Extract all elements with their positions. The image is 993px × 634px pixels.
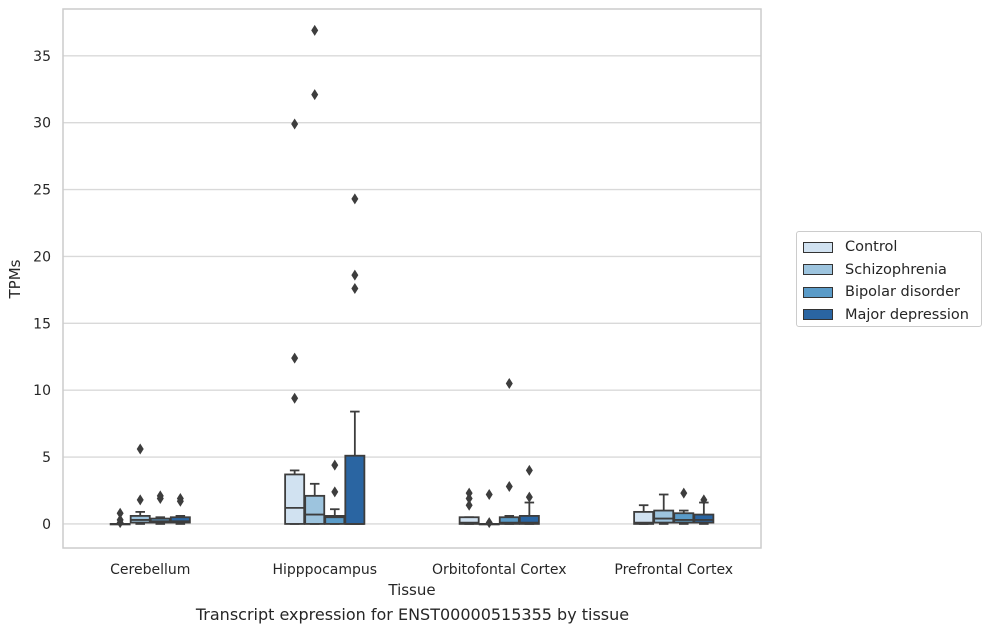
outlier-point (116, 517, 124, 529)
iqr-box (673, 512, 695, 524)
x-tick-label: Orbitofontal Cortex (432, 562, 567, 578)
iqr-box (633, 510, 655, 525)
legend-swatch (803, 241, 833, 253)
y-tick-label: 30 (33, 116, 51, 132)
outlier-point (311, 24, 319, 36)
iqr-box (498, 516, 520, 525)
x-axis-label: Tissue (387, 581, 435, 599)
box-bipolar-disorder (673, 487, 695, 525)
box-control (284, 118, 306, 525)
iqr-box (284, 473, 306, 525)
y-tick-label: 5 (42, 450, 51, 466)
outlier-point (176, 495, 184, 507)
outlier-point (311, 89, 319, 101)
x-tick-label: Prefrontal Cortex (614, 562, 733, 578)
legend-label: Major depression (845, 306, 969, 323)
outlier-point (351, 193, 359, 205)
box-major-depression (693, 494, 715, 525)
outlier-point (700, 494, 708, 506)
outlier-point (465, 499, 473, 511)
outlier-point (351, 269, 359, 281)
legend-swatch (803, 309, 833, 321)
outlier-point (291, 118, 299, 130)
legend-swatch (803, 286, 833, 298)
box-major-depression (518, 464, 540, 525)
box-control (458, 487, 480, 525)
chart-caption: Transcript expression for ENST0000051535… (195, 605, 630, 624)
legend-item: Schizophrenia (803, 259, 981, 282)
legend-label: Bipolar disorder (845, 284, 960, 301)
iqr-box (518, 515, 540, 525)
box-groups (109, 24, 715, 529)
x-tick-label: Cerebellum (110, 562, 190, 578)
box-major-depression (169, 493, 191, 525)
outlier-point (485, 489, 493, 501)
gridlines (63, 55, 761, 525)
y-tick-labels: 0 5 10 15 20 25 30 35 (33, 49, 51, 533)
box-control (109, 507, 131, 529)
box-bipolar-disorder (498, 377, 520, 525)
y-tick-label: 25 (33, 183, 51, 199)
outlier-point (331, 486, 339, 498)
y-tick-label: 20 (33, 249, 51, 265)
outlier-point (505, 480, 513, 492)
outlier-point (680, 487, 688, 499)
outlier-point (525, 491, 533, 503)
y-axis-label: TPMs (6, 259, 24, 299)
outlier-point (331, 459, 339, 471)
iqr-box (458, 516, 480, 525)
outlier-point (136, 494, 144, 506)
outlier-point (505, 377, 513, 389)
iqr-box (693, 513, 715, 524)
box-bipolar-disorder (324, 459, 346, 525)
iqr-box (304, 494, 326, 525)
outlier-point (291, 392, 299, 404)
outlier-point (291, 352, 299, 364)
iqr-box (324, 515, 346, 525)
y-tick-label: 35 (33, 49, 51, 65)
y-tick-label: 15 (33, 316, 51, 332)
outlier-point (351, 283, 359, 295)
box-major-depression (344, 193, 366, 525)
iqr-box (169, 516, 191, 524)
box-schizophrenia (304, 24, 326, 525)
y-tick-label: 10 (33, 383, 51, 399)
y-tick-label: 0 (42, 517, 51, 533)
legend-swatch (803, 264, 833, 276)
outlier-point (156, 493, 164, 505)
legend-label: Schizophrenia (845, 261, 947, 278)
box-control (633, 504, 655, 525)
outlier-point (465, 493, 473, 505)
legend-label: Control (845, 239, 898, 256)
box-schizophrenia (478, 489, 500, 529)
iqr-box (653, 509, 675, 524)
x-tick-label: Hipppocampus (272, 562, 377, 578)
box-schizophrenia (129, 443, 151, 525)
outlier-point (485, 517, 493, 529)
plot-area-frame (62, 8, 762, 549)
outlier-point (525, 464, 533, 476)
box-schizophrenia (653, 493, 675, 525)
legend-item: Control (803, 236, 981, 259)
box-bipolar-disorder (149, 490, 171, 525)
outlier-point (116, 507, 124, 519)
iqr-box (344, 454, 366, 525)
legend-item: Bipolar disorder (803, 281, 981, 304)
x-tick-labels: Cerebellum Hipppocampus Orbitofontal Corte… (110, 562, 733, 578)
legend-item: Major depression (803, 304, 981, 327)
outlier-point (136, 443, 144, 455)
legend: Control Schizophrenia Bipolar disorder Majo… (796, 231, 982, 327)
